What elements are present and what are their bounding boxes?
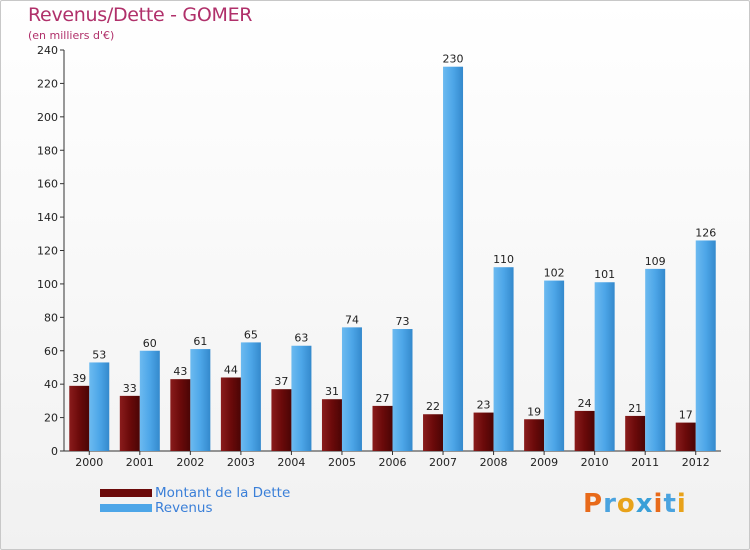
logo-letter: i — [653, 489, 664, 519]
data-label-revenus: 74 — [345, 313, 359, 326]
logo-letter: i — [676, 489, 687, 519]
legend-label-debt: Montant de la Dette — [155, 485, 291, 501]
y-tick-label: 220 — [37, 77, 58, 90]
chart-title: Revenus/Dette - GOMER — [28, 4, 253, 26]
data-label-debt: 33 — [123, 382, 137, 395]
bar-revenus — [291, 345, 312, 451]
bar-debt — [170, 379, 191, 451]
x-tick-label: 2006 — [379, 456, 407, 469]
logo-letter: x — [635, 489, 654, 519]
data-label-debt: 44 — [224, 363, 238, 376]
y-tick-label: 240 — [37, 44, 58, 57]
data-label-revenus: 53 — [92, 348, 106, 361]
data-label-revenus: 230 — [443, 53, 464, 66]
bar-revenus — [443, 66, 464, 451]
data-label-debt: 23 — [477, 399, 491, 412]
data-label-debt: 43 — [173, 365, 187, 378]
bar-revenus — [695, 240, 716, 451]
data-label-revenus: 60 — [143, 337, 157, 350]
bar-revenus — [392, 329, 413, 451]
x-tick-label: 2011 — [631, 456, 659, 469]
bar-debt — [625, 415, 646, 451]
data-label-revenus: 102 — [544, 267, 565, 280]
data-label-revenus: 65 — [244, 328, 258, 341]
bar-revenus — [594, 282, 615, 451]
data-label-debt: 24 — [578, 397, 592, 410]
bar-debt — [473, 412, 494, 451]
bar-debt — [119, 395, 140, 451]
data-label-revenus: 110 — [493, 253, 514, 266]
logo-letter: t — [663, 489, 677, 519]
logo-letter: r — [603, 489, 617, 519]
bar-revenus — [139, 350, 160, 451]
bar-revenus — [493, 267, 514, 451]
data-label-debt: 19 — [527, 405, 541, 418]
bar-revenus — [190, 349, 211, 451]
bar-debt — [423, 414, 444, 451]
logo-letter: o — [616, 489, 636, 519]
bar-debt — [220, 377, 241, 451]
data-label-debt: 22 — [426, 400, 440, 413]
bar-debt — [372, 405, 393, 451]
data-label-debt: 27 — [376, 392, 390, 405]
x-tick-label: 2007 — [429, 456, 457, 469]
bar-revenus — [240, 342, 261, 451]
y-tick-label: 0 — [51, 445, 58, 458]
x-tick-label: 2008 — [480, 456, 508, 469]
data-label-debt: 39 — [72, 372, 86, 385]
bar-revenus — [544, 280, 565, 451]
x-tick-label: 2003 — [227, 456, 255, 469]
data-label-debt: 31 — [325, 385, 339, 398]
data-label-revenus: 73 — [396, 315, 410, 328]
data-label-revenus: 63 — [294, 332, 308, 345]
bar-debt — [524, 419, 545, 451]
data-label-revenus: 101 — [594, 268, 615, 281]
y-tick-label: 200 — [37, 111, 58, 124]
bar-debt — [271, 389, 292, 451]
data-label-revenus: 109 — [645, 255, 666, 268]
x-tick-label: 2010 — [581, 456, 609, 469]
bar-debt — [69, 385, 90, 451]
proxiti-logo: Proxiti — [583, 489, 687, 519]
y-tick-label: 140 — [37, 211, 58, 224]
data-label-debt: 17 — [679, 409, 693, 422]
x-tick-label: 2002 — [176, 456, 204, 469]
y-tick-label: 160 — [37, 178, 58, 191]
bar-debt — [675, 422, 696, 451]
x-tick-label: 2005 — [328, 456, 356, 469]
y-tick-label: 180 — [37, 144, 58, 157]
y-tick-label: 20 — [44, 412, 58, 425]
legend-label-revenus: Revenus — [155, 500, 213, 516]
bar-revenus — [645, 268, 666, 451]
logo-letter: P — [583, 489, 604, 519]
y-tick-label: 80 — [44, 311, 58, 324]
x-tick-label: 2009 — [530, 456, 558, 469]
legend-swatch-debt — [100, 489, 152, 497]
y-tick-label: 120 — [37, 245, 58, 258]
x-tick-label: 2001 — [126, 456, 154, 469]
data-label-revenus: 126 — [695, 226, 716, 239]
bar-debt — [321, 399, 342, 451]
y-tick-label: 40 — [44, 378, 58, 391]
bar-revenus — [89, 362, 110, 451]
data-label-revenus: 61 — [193, 335, 207, 348]
data-label-debt: 21 — [628, 402, 642, 415]
x-tick-label: 2004 — [277, 456, 305, 469]
x-tick-label: 2012 — [682, 456, 710, 469]
data-label-debt: 37 — [274, 375, 288, 388]
x-tick-label: 2000 — [75, 456, 103, 469]
legend-swatch-revenus — [100, 504, 152, 512]
bar-debt — [574, 410, 595, 451]
chart-subtitle: (en milliers d'€) — [28, 29, 115, 42]
y-tick-label: 100 — [37, 278, 58, 291]
y-tick-label: 60 — [44, 345, 58, 358]
bar-revenus — [341, 327, 362, 451]
